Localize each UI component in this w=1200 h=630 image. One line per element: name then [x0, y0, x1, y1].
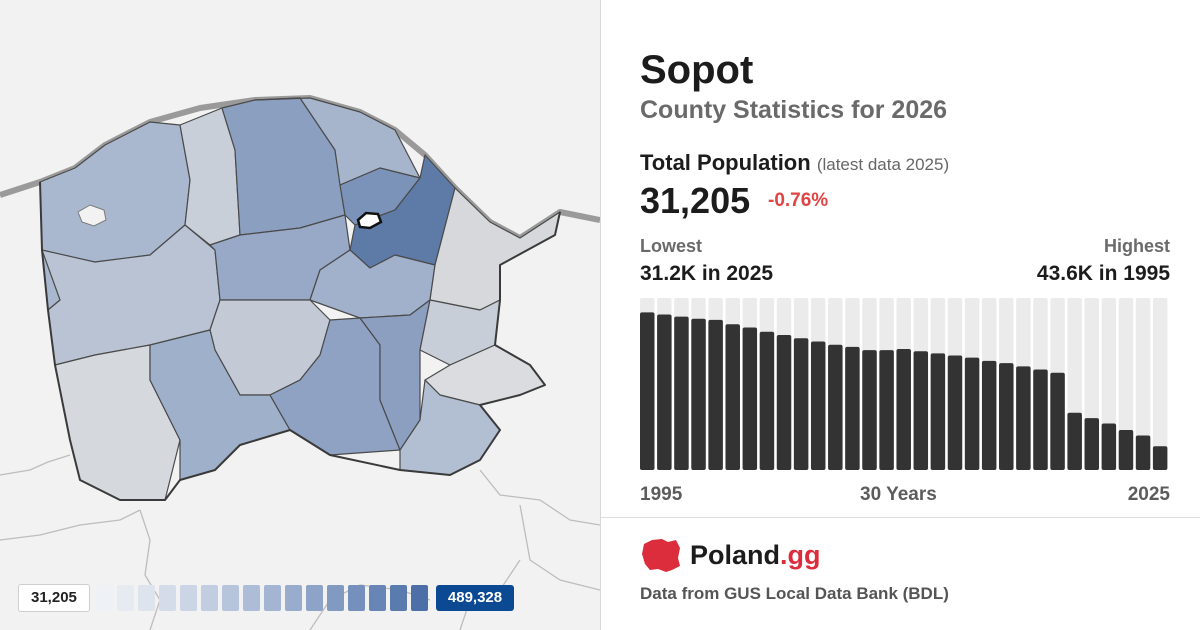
legend-swatch — [116, 585, 134, 611]
data-source: Data from GUS Local Data Bank (BDL) — [640, 584, 949, 603]
legend-swatch — [368, 585, 386, 611]
bar-2018 — [1033, 369, 1048, 470]
bar-2025 — [1152, 446, 1168, 470]
bar-1999 — [708, 319, 723, 470]
highest-label: Highest — [1103, 236, 1170, 256]
legend-swatch — [221, 585, 239, 611]
bar-2016 — [999, 363, 1014, 470]
bar-2008 — [862, 350, 877, 470]
bar-1998 — [691, 318, 706, 470]
lowest-value: 31.2K in 2025 — [640, 262, 774, 285]
legend-swatch — [179, 585, 197, 611]
legend-swatches — [95, 585, 432, 611]
lake-shape — [77, 204, 107, 227]
legend-swatch — [137, 585, 155, 611]
legend-swatch — [158, 585, 176, 611]
voivodeship-border — [39, 181, 561, 501]
county-title: Sopot — [640, 48, 754, 92]
bar-track — [1135, 298, 1151, 470]
bar-2023 — [1118, 430, 1134, 470]
bar-2005 — [810, 341, 826, 470]
highest-value: 43.6K in 1995 — [1036, 262, 1170, 285]
bar-2017 — [1016, 366, 1031, 470]
axis-end-label: 2025 — [1127, 484, 1170, 505]
bar-1995 — [640, 312, 655, 470]
axis-start-label: 1995 — [640, 484, 683, 505]
bar-2022 — [1101, 423, 1117, 470]
bar-1996 — [657, 314, 672, 470]
legend-max-value: 489,328 — [435, 585, 515, 611]
metric-label-text: Total Population — [640, 150, 811, 175]
bar-2019 — [1050, 372, 1065, 470]
highlighted-county-sopot[interactable] — [356, 211, 383, 230]
bar-track — [1118, 298, 1134, 470]
brand[interactable]: Poland .gg — [640, 536, 821, 574]
legend-swatch — [389, 585, 407, 611]
bar-2006 — [828, 344, 843, 470]
brand-name: Poland — [690, 539, 781, 570]
legend-swatch — [347, 585, 365, 611]
legend-swatch — [242, 585, 260, 611]
metric-value: 31,205 — [640, 180, 751, 221]
legend-swatch — [305, 585, 323, 611]
bar-2010 — [896, 349, 911, 470]
bar-2003 — [776, 335, 792, 470]
legend-swatch — [326, 585, 344, 611]
legend-swatch — [200, 585, 218, 611]
bar-2000 — [725, 324, 740, 470]
color-legend: 31,205 489,328 — [18, 584, 515, 612]
bar-track — [1152, 298, 1168, 470]
legend-swatch — [263, 585, 281, 611]
map-panel: 31,205 489,328 — [0, 0, 600, 630]
panel-divider — [600, 0, 601, 630]
bar-2009 — [879, 350, 894, 470]
bar-2024 — [1135, 435, 1151, 470]
poland-map-icon — [642, 539, 680, 572]
metric-label: Total Population (latest data 2025) — [640, 150, 949, 176]
legend-swatch — [410, 585, 428, 611]
bar-2013 — [947, 355, 963, 470]
metric-change: -0.76% — [768, 190, 829, 211]
bar-2020 — [1067, 412, 1082, 470]
bar-2007 — [845, 346, 860, 470]
bar-2004 — [793, 338, 809, 470]
county-subtitle: County Statistics for 2026 — [640, 96, 948, 124]
bar-2015 — [981, 360, 997, 470]
axis-middle-label: 30 Years — [860, 484, 937, 505]
metric-note: (latest data 2025) — [816, 155, 950, 174]
population-bar-chart — [640, 298, 1168, 470]
footer-divider — [601, 517, 1200, 518]
bar-1997 — [674, 316, 689, 470]
legend-swatch — [284, 585, 302, 611]
bar-2021 — [1084, 418, 1100, 470]
legend-min-value: 31,205 — [18, 584, 90, 612]
lowest-label: Lowest — [640, 236, 703, 256]
brand-tld: .gg — [780, 539, 821, 570]
county-map — [0, 95, 600, 630]
legend-swatch — [95, 585, 113, 611]
bar-2002 — [759, 331, 775, 470]
bar-2001 — [742, 327, 758, 470]
bar-2011 — [913, 351, 929, 470]
bar-2014 — [964, 357, 980, 470]
bar-2012 — [930, 353, 946, 470]
